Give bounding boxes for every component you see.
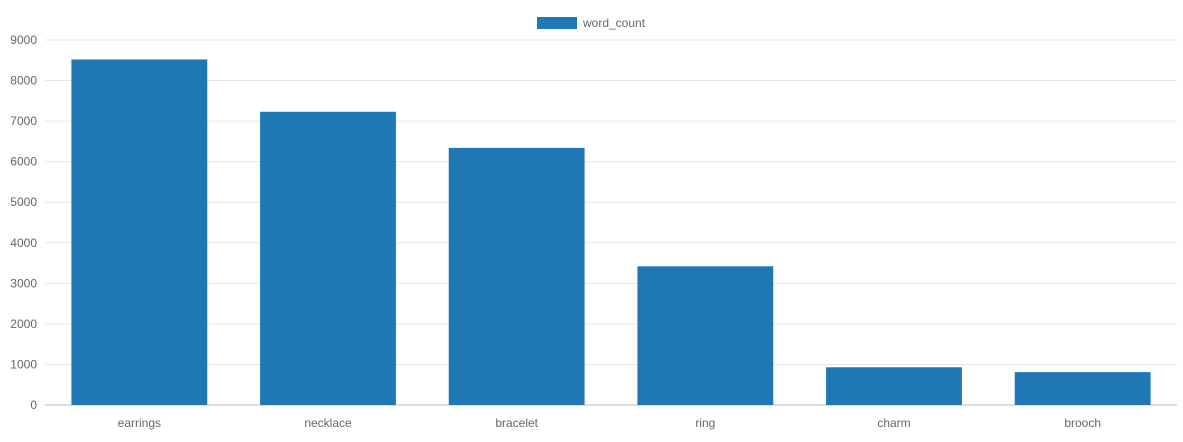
y-tick-label: 2000	[10, 317, 37, 331]
x-tick-label: brooch	[1064, 416, 1101, 430]
bar-earrings[interactable]	[71, 59, 208, 405]
x-tick-label: earrings	[118, 416, 161, 430]
y-tick-label: 4000	[10, 236, 37, 250]
x-tick-label: bracelet	[495, 416, 538, 430]
y-tick-label: 5000	[10, 195, 37, 209]
bar-bracelet[interactable]	[448, 147, 585, 405]
grid-lines	[45, 39, 1177, 406]
y-tick-label: 9000	[10, 33, 37, 47]
bars	[71, 59, 1151, 406]
y-tick-label: 0	[30, 398, 37, 412]
x-tick-label: charm	[877, 416, 910, 430]
legend[interactable]: word_count	[537, 16, 646, 30]
axes: 0 1000 2000 3000 4000 5000 6000 7000 8000 9000 ear…	[10, 33, 1101, 430]
y-tick-label: 1000	[10, 357, 37, 371]
bar-ring[interactable]	[637, 266, 774, 405]
y-tick-label: 7000	[10, 114, 37, 128]
y-tick-label: 3000	[10, 276, 37, 290]
bar-brooch[interactable]	[1014, 372, 1151, 405]
x-tick-label: necklace	[304, 416, 352, 430]
y-tick-label: 8000	[10, 74, 37, 88]
bar-charm[interactable]	[826, 367, 962, 405]
bar-necklace[interactable]	[260, 111, 396, 406]
legend-label-word_count[interactable]: word_count	[582, 16, 646, 30]
x-tick-label: ring	[695, 416, 715, 430]
legend-swatch-word_count[interactable]	[537, 17, 577, 29]
y-tick-label: 6000	[10, 155, 37, 169]
